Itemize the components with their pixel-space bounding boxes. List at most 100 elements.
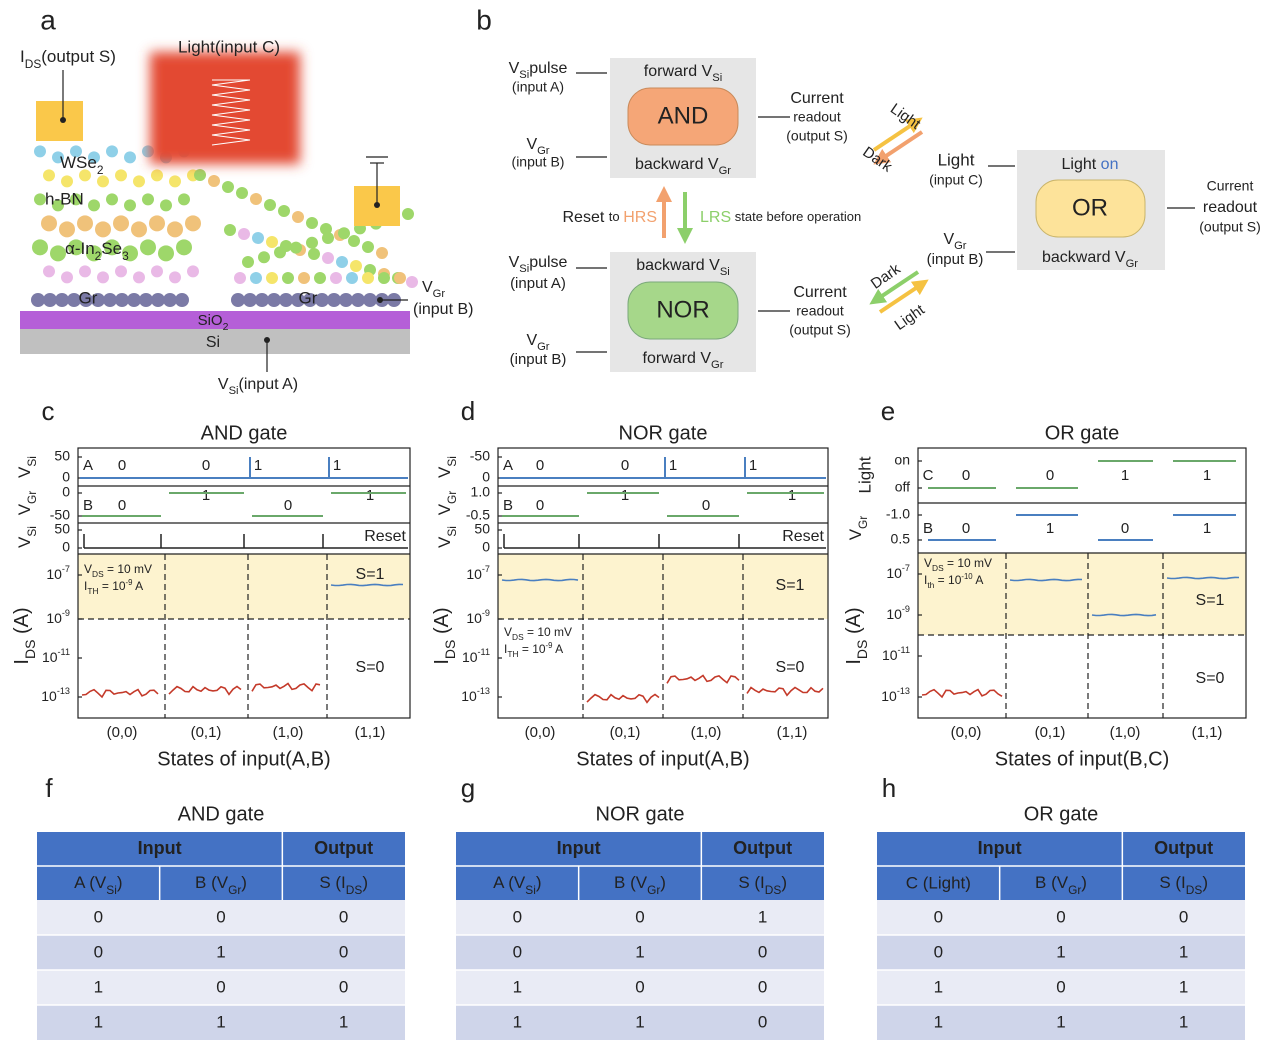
tick-label: -0.5: [466, 507, 490, 523]
atom: [362, 272, 374, 284]
text-part: DS: [346, 883, 363, 897]
text-part: Gr: [537, 341, 550, 353]
tick-label: 50: [474, 521, 490, 537]
atom: [348, 235, 360, 247]
tick-label: 0: [62, 484, 70, 500]
label: Current: [793, 284, 847, 301]
label: 0: [118, 457, 126, 474]
text-part: Gr: [647, 883, 660, 897]
atom: [86, 245, 102, 262]
text-part: I: [11, 659, 33, 665]
text-part: I: [843, 659, 865, 665]
text-part: (A): [431, 607, 453, 639]
text-part: -11: [478, 647, 490, 657]
label: (output S): [786, 128, 847, 144]
atom: [115, 169, 127, 182]
atom: [43, 265, 55, 278]
text-part: Se: [101, 239, 122, 258]
tick-label: 10-7: [466, 564, 490, 581]
atom: [124, 151, 136, 164]
text-part: Gr: [711, 359, 724, 371]
panel-letter: f: [45, 773, 53, 803]
atom: [103, 293, 117, 307]
label: Reset: [364, 528, 406, 545]
atom: [79, 265, 91, 278]
atom: [70, 145, 82, 158]
axis-label: IDS (A): [11, 607, 37, 664]
atom: [106, 145, 118, 158]
atom: [322, 252, 334, 264]
text-part: (A): [843, 607, 865, 639]
atom: [194, 169, 206, 181]
text-part: V: [846, 528, 865, 540]
plot-frame: [77, 447, 411, 719]
label: 0: [621, 457, 629, 474]
label: B: [503, 497, 513, 514]
label: Current: [1207, 178, 1254, 194]
label: 0: [536, 497, 544, 514]
text-part: state before operation: [731, 209, 861, 224]
arrow: [872, 117, 923, 152]
atom: [306, 217, 318, 229]
label: (output S): [789, 322, 850, 338]
table-cell: 0: [758, 1012, 767, 1031]
x-tick-label: (1,0): [691, 724, 722, 741]
arrow: [869, 270, 920, 305]
x-tick-label: (0,0): [107, 724, 138, 741]
x-tick-label: (1,0): [1110, 724, 1141, 741]
table-row: [37, 935, 405, 970]
text-part: 10: [466, 610, 482, 626]
label: VSipulse: [509, 254, 568, 275]
sio2-layer: [20, 311, 410, 329]
label: Si: [206, 334, 220, 351]
atom: [222, 181, 234, 193]
atom: [255, 293, 269, 307]
label: S (IDS): [319, 873, 368, 897]
label: backward VSi: [636, 257, 730, 278]
table-title: NOR gate: [596, 803, 685, 825]
atom: [122, 245, 138, 262]
tick-label: 10-11: [42, 647, 70, 664]
text-part: Gr: [954, 240, 967, 252]
plot-title: NOR gate: [619, 422, 708, 444]
text-part: I: [431, 659, 453, 665]
label: forward VSi: [644, 63, 722, 84]
label: A: [503, 457, 513, 474]
x-tick-label: (0,0): [525, 724, 556, 741]
tick-label: 10-9: [466, 608, 490, 625]
atom: [274, 246, 286, 259]
atom: [308, 248, 320, 260]
atom: [151, 265, 163, 278]
atom: [97, 175, 109, 188]
label: VGr: [526, 332, 549, 353]
text-part: V: [422, 279, 433, 296]
text-part: A: [973, 573, 984, 587]
atom: [282, 272, 294, 284]
label: 1: [202, 487, 210, 504]
text-part: DS: [512, 632, 524, 642]
label: A (VSi): [493, 873, 541, 897]
plot-title: OR gate: [1045, 422, 1119, 444]
text-part: Gr: [445, 491, 459, 504]
panel-letter: a: [40, 4, 56, 35]
tick-label: 10-9: [886, 604, 910, 621]
text-part: ): [660, 873, 666, 892]
gate-label: AND: [658, 102, 709, 129]
label: Gr: [79, 288, 98, 307]
si-layer: [20, 329, 410, 354]
label: 1: [1121, 467, 1129, 484]
atom: [185, 215, 201, 232]
dot: [374, 202, 380, 208]
x-tick-label: (0,1): [610, 724, 641, 741]
label: h-BN: [45, 189, 84, 208]
atom: [238, 228, 250, 240]
atom: [178, 193, 190, 206]
gate-box: [627, 87, 739, 146]
label: B: [83, 497, 93, 514]
atom: [350, 260, 362, 272]
label: B (VGr): [614, 873, 666, 897]
table-row: [456, 935, 824, 970]
table-cell: 0: [216, 907, 225, 926]
atom: [124, 199, 136, 212]
label: 1: [669, 457, 677, 474]
